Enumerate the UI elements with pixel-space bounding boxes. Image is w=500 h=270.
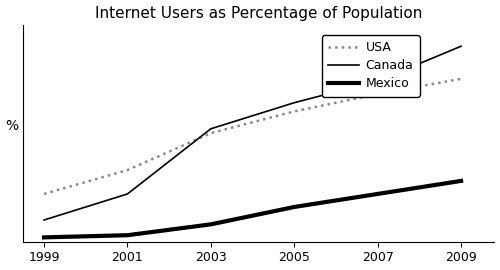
Mexico <box>208 223 214 226</box>
Canada <box>124 192 130 195</box>
Canada <box>208 127 214 130</box>
USA <box>458 77 464 80</box>
Line: USA: USA <box>44 79 461 194</box>
Mexico <box>124 234 130 237</box>
Mexico <box>458 179 464 183</box>
USA <box>374 92 380 96</box>
USA <box>208 131 214 135</box>
Y-axis label: %: % <box>6 119 18 133</box>
USA <box>292 110 298 113</box>
Canada <box>458 45 464 48</box>
Mexico <box>41 236 47 239</box>
Canada <box>374 79 380 83</box>
Canada <box>41 218 47 222</box>
Line: Canada: Canada <box>44 46 461 220</box>
Legend: USA, Canada, Mexico: USA, Canada, Mexico <box>322 35 420 97</box>
Line: Mexico: Mexico <box>44 181 461 237</box>
Canada <box>292 101 298 104</box>
Mexico <box>374 192 380 195</box>
Mexico <box>292 205 298 209</box>
Title: Internet Users as Percentage of Population: Internet Users as Percentage of Populati… <box>95 6 422 21</box>
USA <box>124 168 130 172</box>
USA <box>41 192 47 195</box>
